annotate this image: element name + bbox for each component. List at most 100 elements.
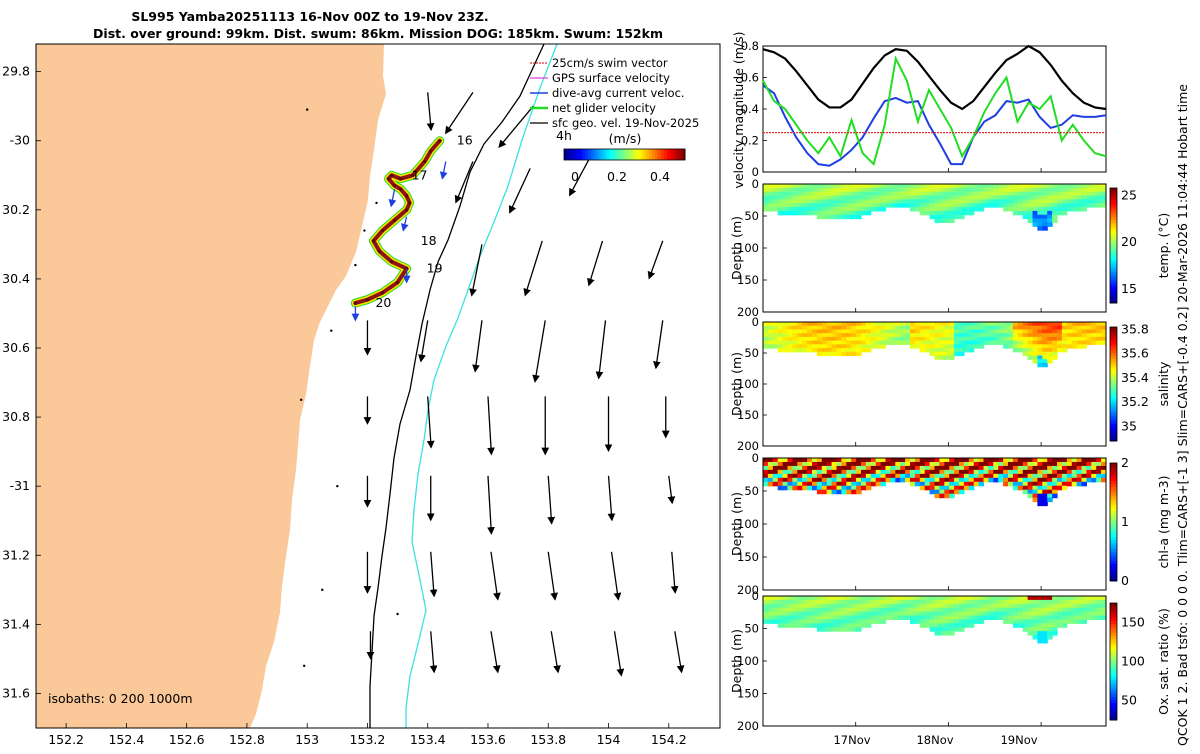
map-x-tick-7: 153.6 [470, 732, 506, 747]
section-temp-cell [782, 195, 789, 200]
section-chla-cell [1066, 473, 1073, 479]
section-oxygen-cell [885, 599, 891, 605]
section-temp-cell [1057, 187, 1063, 193]
section-temp-cell [836, 187, 842, 193]
section-temp-cell [777, 207, 784, 212]
section-chla-cell [963, 458, 970, 463]
section-oxygen-cell [865, 611, 872, 617]
section-temp-cell [836, 191, 842, 197]
section-oxygen-ylabel: Depth (m) [729, 629, 744, 693]
section-salinity-cell [777, 348, 784, 353]
section-temp-cell [841, 210, 847, 216]
section-chla-cell [1003, 465, 1009, 471]
section-salinity-cell [949, 333, 955, 338]
section-chla-cell [914, 461, 921, 467]
section-salinity-cell [993, 329, 999, 334]
section-chla-cell [846, 477, 852, 483]
section-temp-cell [1101, 199, 1106, 204]
section-salinity-cell [861, 348, 867, 353]
section-oxygen-cell [1066, 603, 1073, 609]
section-oxygen-cell [919, 607, 926, 613]
section-chla-cell [1091, 473, 1097, 479]
track-point-14 [371, 239, 376, 243]
section-oxygen-cell [924, 615, 931, 620]
section-chla-cell [782, 469, 789, 475]
section-chla-cell [812, 473, 818, 479]
section-oxygen-cell [1047, 607, 1053, 613]
section-temp-cell [959, 187, 965, 193]
section-chla-cell [919, 461, 926, 467]
map-cbar-cell-11 [597, 149, 601, 160]
section-chla-cell [900, 461, 906, 467]
section-oxygen-cell [831, 619, 838, 624]
section-salinity-cell [1101, 340, 1106, 345]
track-line [353, 138, 442, 306]
section-chla-cell [865, 477, 872, 483]
section-temp-cell [1071, 207, 1078, 212]
section-oxygen-cell [1008, 607, 1014, 613]
section-salinity-cell [880, 333, 887, 338]
section-temp-cell [846, 184, 852, 189]
section-salinity-cell [1042, 359, 1048, 364]
section-salinity-cell [1061, 329, 1068, 334]
section-chla-cell [998, 461, 1004, 467]
section-chla-cell [772, 477, 779, 483]
current-arrow-4 [454, 161, 474, 204]
section-salinity-cell [963, 322, 970, 327]
section-oxygen-cell [812, 619, 818, 624]
section-chla-cell [861, 485, 867, 491]
section-salinity-cell [763, 340, 769, 345]
section-salinity-cell [767, 329, 774, 334]
section-temp-cell [1032, 191, 1038, 197]
section-chla-cell [792, 469, 798, 475]
section-oxygen-cell [939, 619, 945, 624]
section-oxygen-cell [802, 607, 808, 613]
section-salinity-cell [802, 333, 808, 338]
section-temp-cell [816, 214, 823, 220]
section-chla-cell [1032, 469, 1038, 475]
section-oxygen-cell [763, 603, 769, 609]
section-chla-cell [846, 465, 852, 471]
section-temp-cell [1037, 214, 1043, 220]
section-chla-cell [851, 465, 857, 471]
section-salinity-cell [1037, 351, 1043, 357]
side-label: QCOK 1 2. Bad tsfo: 0 0 0 0. Tlim=CARS+[… [1175, 84, 1190, 746]
section-temp-cell [1076, 203, 1083, 208]
section-temp-cell [1081, 203, 1087, 208]
section-oxygen-cell [1052, 596, 1058, 601]
section-chla-cell [1091, 465, 1097, 471]
section-oxygen-cell [963, 611, 970, 617]
section-salinity-cell [836, 329, 842, 334]
section-oxygen-cell [1061, 623, 1068, 628]
section-chla-cell [905, 465, 911, 471]
section-salinity-cell [836, 344, 842, 349]
section-salinity-cell [772, 336, 779, 342]
section-oxygen-cell [963, 623, 970, 628]
section-oxygen-cell [1037, 603, 1043, 609]
section-temp-cell [939, 187, 945, 193]
section-oxygen-cell [1066, 596, 1073, 601]
section-temp-cell [963, 195, 970, 200]
section-salinity-cell [1022, 336, 1029, 342]
section-oxygen-cell [812, 603, 818, 609]
section-oxygen-cell [787, 619, 793, 624]
section-temp-cell [900, 191, 906, 197]
section-temp-y-tick-2: 100 [737, 241, 759, 255]
section-salinity-cell [919, 336, 926, 342]
section-salinity-cell [949, 348, 955, 353]
legend-net: net glider velocity [552, 101, 656, 115]
section-salinity-cell [782, 329, 789, 334]
section-temp-cell [821, 214, 828, 220]
section-salinity-cell [1042, 333, 1048, 338]
section-oxygen-cell [885, 607, 891, 613]
section-chla-cell [944, 461, 950, 467]
section-salinity-cell [914, 336, 921, 342]
section-temp-cell [1032, 187, 1038, 193]
section-oxygen-cell [954, 627, 960, 632]
section-oxygen-y-tick-1: 50 [744, 622, 759, 636]
section-salinity-cell [802, 325, 808, 331]
section-salinity-cell [1076, 322, 1083, 327]
section-temp-cell [1027, 210, 1034, 216]
section-chla-cell [1032, 485, 1038, 491]
section-temp-cell [968, 203, 975, 208]
